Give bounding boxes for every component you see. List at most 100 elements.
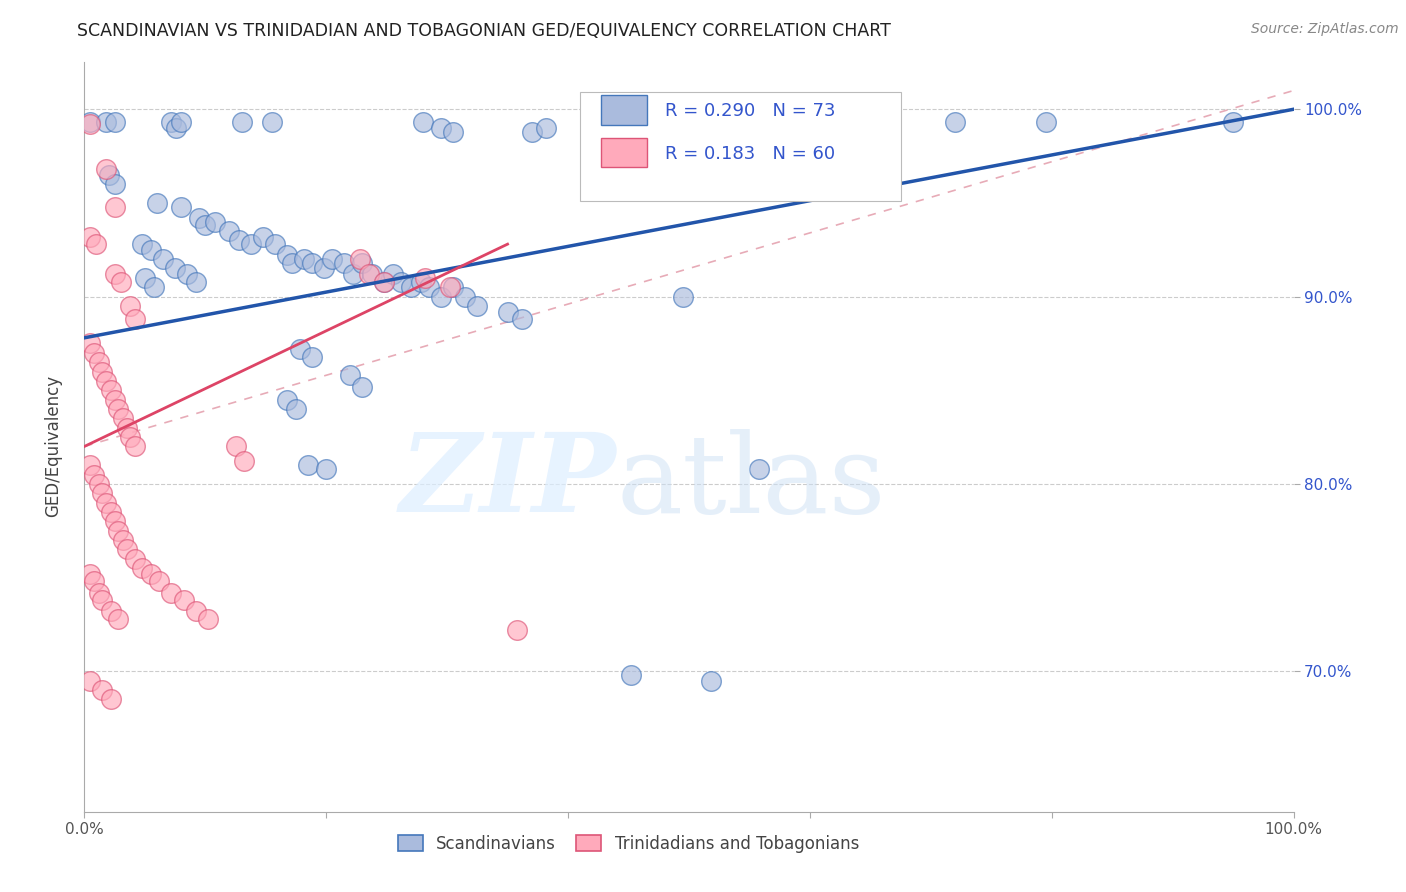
Point (112, 411, 135, 425)
Point (373, 275, 395, 289)
Point (124, 551, 146, 566)
Point (276, 392, 298, 407)
Point (112, 533, 135, 547)
Point (104, 267, 127, 281)
Point (79, 336, 101, 351)
Point (104, 200, 127, 214)
Point (107, 524, 129, 538)
Point (454, 289, 477, 303)
Point (430, 120, 453, 135)
Point (173, 593, 195, 607)
Point (260, 115, 283, 129)
Point (160, 115, 183, 129)
Point (100, 692, 122, 706)
Point (846, 115, 869, 129)
Point (197, 612, 219, 626)
Point (748, 462, 770, 476)
Point (409, 275, 432, 289)
Point (184, 604, 207, 618)
Point (301, 350, 323, 364)
Point (100, 383, 122, 397)
Point (228, 233, 250, 247)
Point (176, 267, 198, 281)
Point (91, 364, 114, 378)
Point (233, 454, 256, 468)
Point (94, 162, 117, 177)
Point (160, 585, 183, 599)
Point (79, 458, 101, 472)
Point (97, 168, 120, 182)
Point (104, 514, 127, 528)
Point (373, 275, 395, 289)
Point (288, 342, 311, 356)
Text: GED/Equivalency: GED/Equivalency (45, 375, 62, 517)
Point (152, 252, 174, 266)
Point (188, 211, 211, 225)
Point (100, 604, 122, 618)
Point (204, 214, 226, 228)
Point (352, 379, 374, 393)
Legend: Scandinavians, Trinidadians and Tobagonians: Scandinavians, Trinidadians and Tobagoni… (391, 829, 866, 860)
Point (339, 368, 361, 383)
Point (120, 299, 142, 313)
Point (146, 195, 169, 210)
Point (79, 117, 101, 131)
Point (91, 593, 114, 607)
Point (107, 612, 129, 626)
Point (264, 237, 287, 252)
Point (252, 229, 274, 244)
Text: R = 0.183   N = 60: R = 0.183 N = 60 (665, 145, 835, 163)
Point (94, 115, 117, 129)
Point (441, 125, 464, 139)
Point (86, 237, 108, 252)
Point (87, 355, 110, 369)
Point (361, 267, 384, 281)
Point (87, 476, 110, 491)
Point (131, 237, 153, 252)
Text: ZIP: ZIP (399, 428, 616, 536)
Bar (600, 95, 647, 125)
Point (399, 280, 422, 294)
Point (139, 243, 162, 257)
Bar (600, 138, 647, 168)
Point (510, 312, 533, 326)
Point (131, 561, 153, 575)
Point (83, 467, 105, 482)
Point (225, 439, 247, 453)
Point (79, 229, 101, 244)
Point (79, 115, 101, 129)
Point (139, 566, 162, 581)
Point (104, 177, 127, 191)
Point (439, 280, 461, 294)
Point (170, 200, 193, 214)
Point (115, 420, 138, 434)
Point (321, 252, 343, 266)
Point (148, 574, 170, 589)
Point (1035, 115, 1057, 129)
Point (301, 256, 323, 270)
Point (218, 224, 240, 238)
Point (281, 256, 304, 270)
Point (94, 374, 117, 388)
Text: atlas: atlas (616, 428, 886, 535)
Point (381, 267, 404, 281)
Point (943, 115, 966, 129)
Text: R = 0.290   N = 73: R = 0.290 N = 73 (665, 103, 835, 120)
Text: SCANDINAVIAN VS TRINIDADIAN AND TOBAGONIAN GED/EQUIVALENCY CORRELATION CHART: SCANDINAVIAN VS TRINIDADIAN AND TOBAGONI… (77, 22, 891, 40)
Point (415, 270, 437, 285)
Point (170, 115, 193, 129)
Point (91, 486, 114, 500)
Point (506, 623, 529, 637)
Point (165, 261, 187, 276)
Point (297, 458, 319, 472)
Point (110, 275, 132, 289)
Point (115, 542, 138, 557)
Text: Source: ZipAtlas.com: Source: ZipAtlas.com (1251, 22, 1399, 37)
Point (104, 115, 127, 129)
Point (352, 256, 374, 270)
Point (276, 248, 298, 262)
Point (357, 267, 380, 281)
Point (194, 219, 217, 233)
Point (294, 252, 316, 266)
Point (104, 392, 127, 407)
